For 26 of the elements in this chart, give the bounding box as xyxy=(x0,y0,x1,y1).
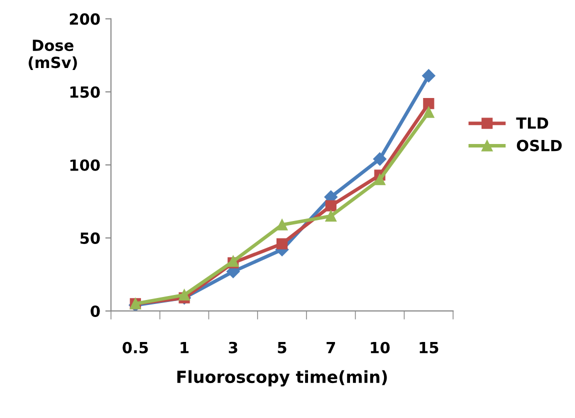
x-tick-label: 15 xyxy=(420,342,438,354)
x-tick-label: 1 xyxy=(180,342,189,354)
y-tick-label: 50 xyxy=(80,232,100,244)
y-tick-label: 200 xyxy=(70,13,100,25)
x-tick-label: 10 xyxy=(370,342,390,354)
point xyxy=(423,106,434,118)
point xyxy=(325,210,336,222)
point xyxy=(325,200,336,212)
legend-label: TLD xyxy=(516,118,548,129)
x-tick-label: 5 xyxy=(278,342,286,354)
point xyxy=(423,98,434,110)
point xyxy=(422,69,436,82)
y-tick-label: 0 xyxy=(90,305,100,318)
point xyxy=(374,174,386,186)
x-tick-label: 7 xyxy=(326,342,336,354)
point xyxy=(276,238,288,250)
y-axis-title: Dose (mSv) xyxy=(28,40,77,70)
legend-label: OSLD xyxy=(516,140,562,152)
y-tick-label: 100 xyxy=(70,159,100,171)
point xyxy=(276,219,288,230)
point xyxy=(373,152,386,166)
point xyxy=(178,289,190,300)
x-tick-label: 3 xyxy=(228,342,238,354)
x-axis-title: Fluoroscopy time(min) xyxy=(177,370,387,386)
y-tick-label: 150 xyxy=(70,86,100,98)
x-tick-label: 0.5 xyxy=(122,342,148,354)
